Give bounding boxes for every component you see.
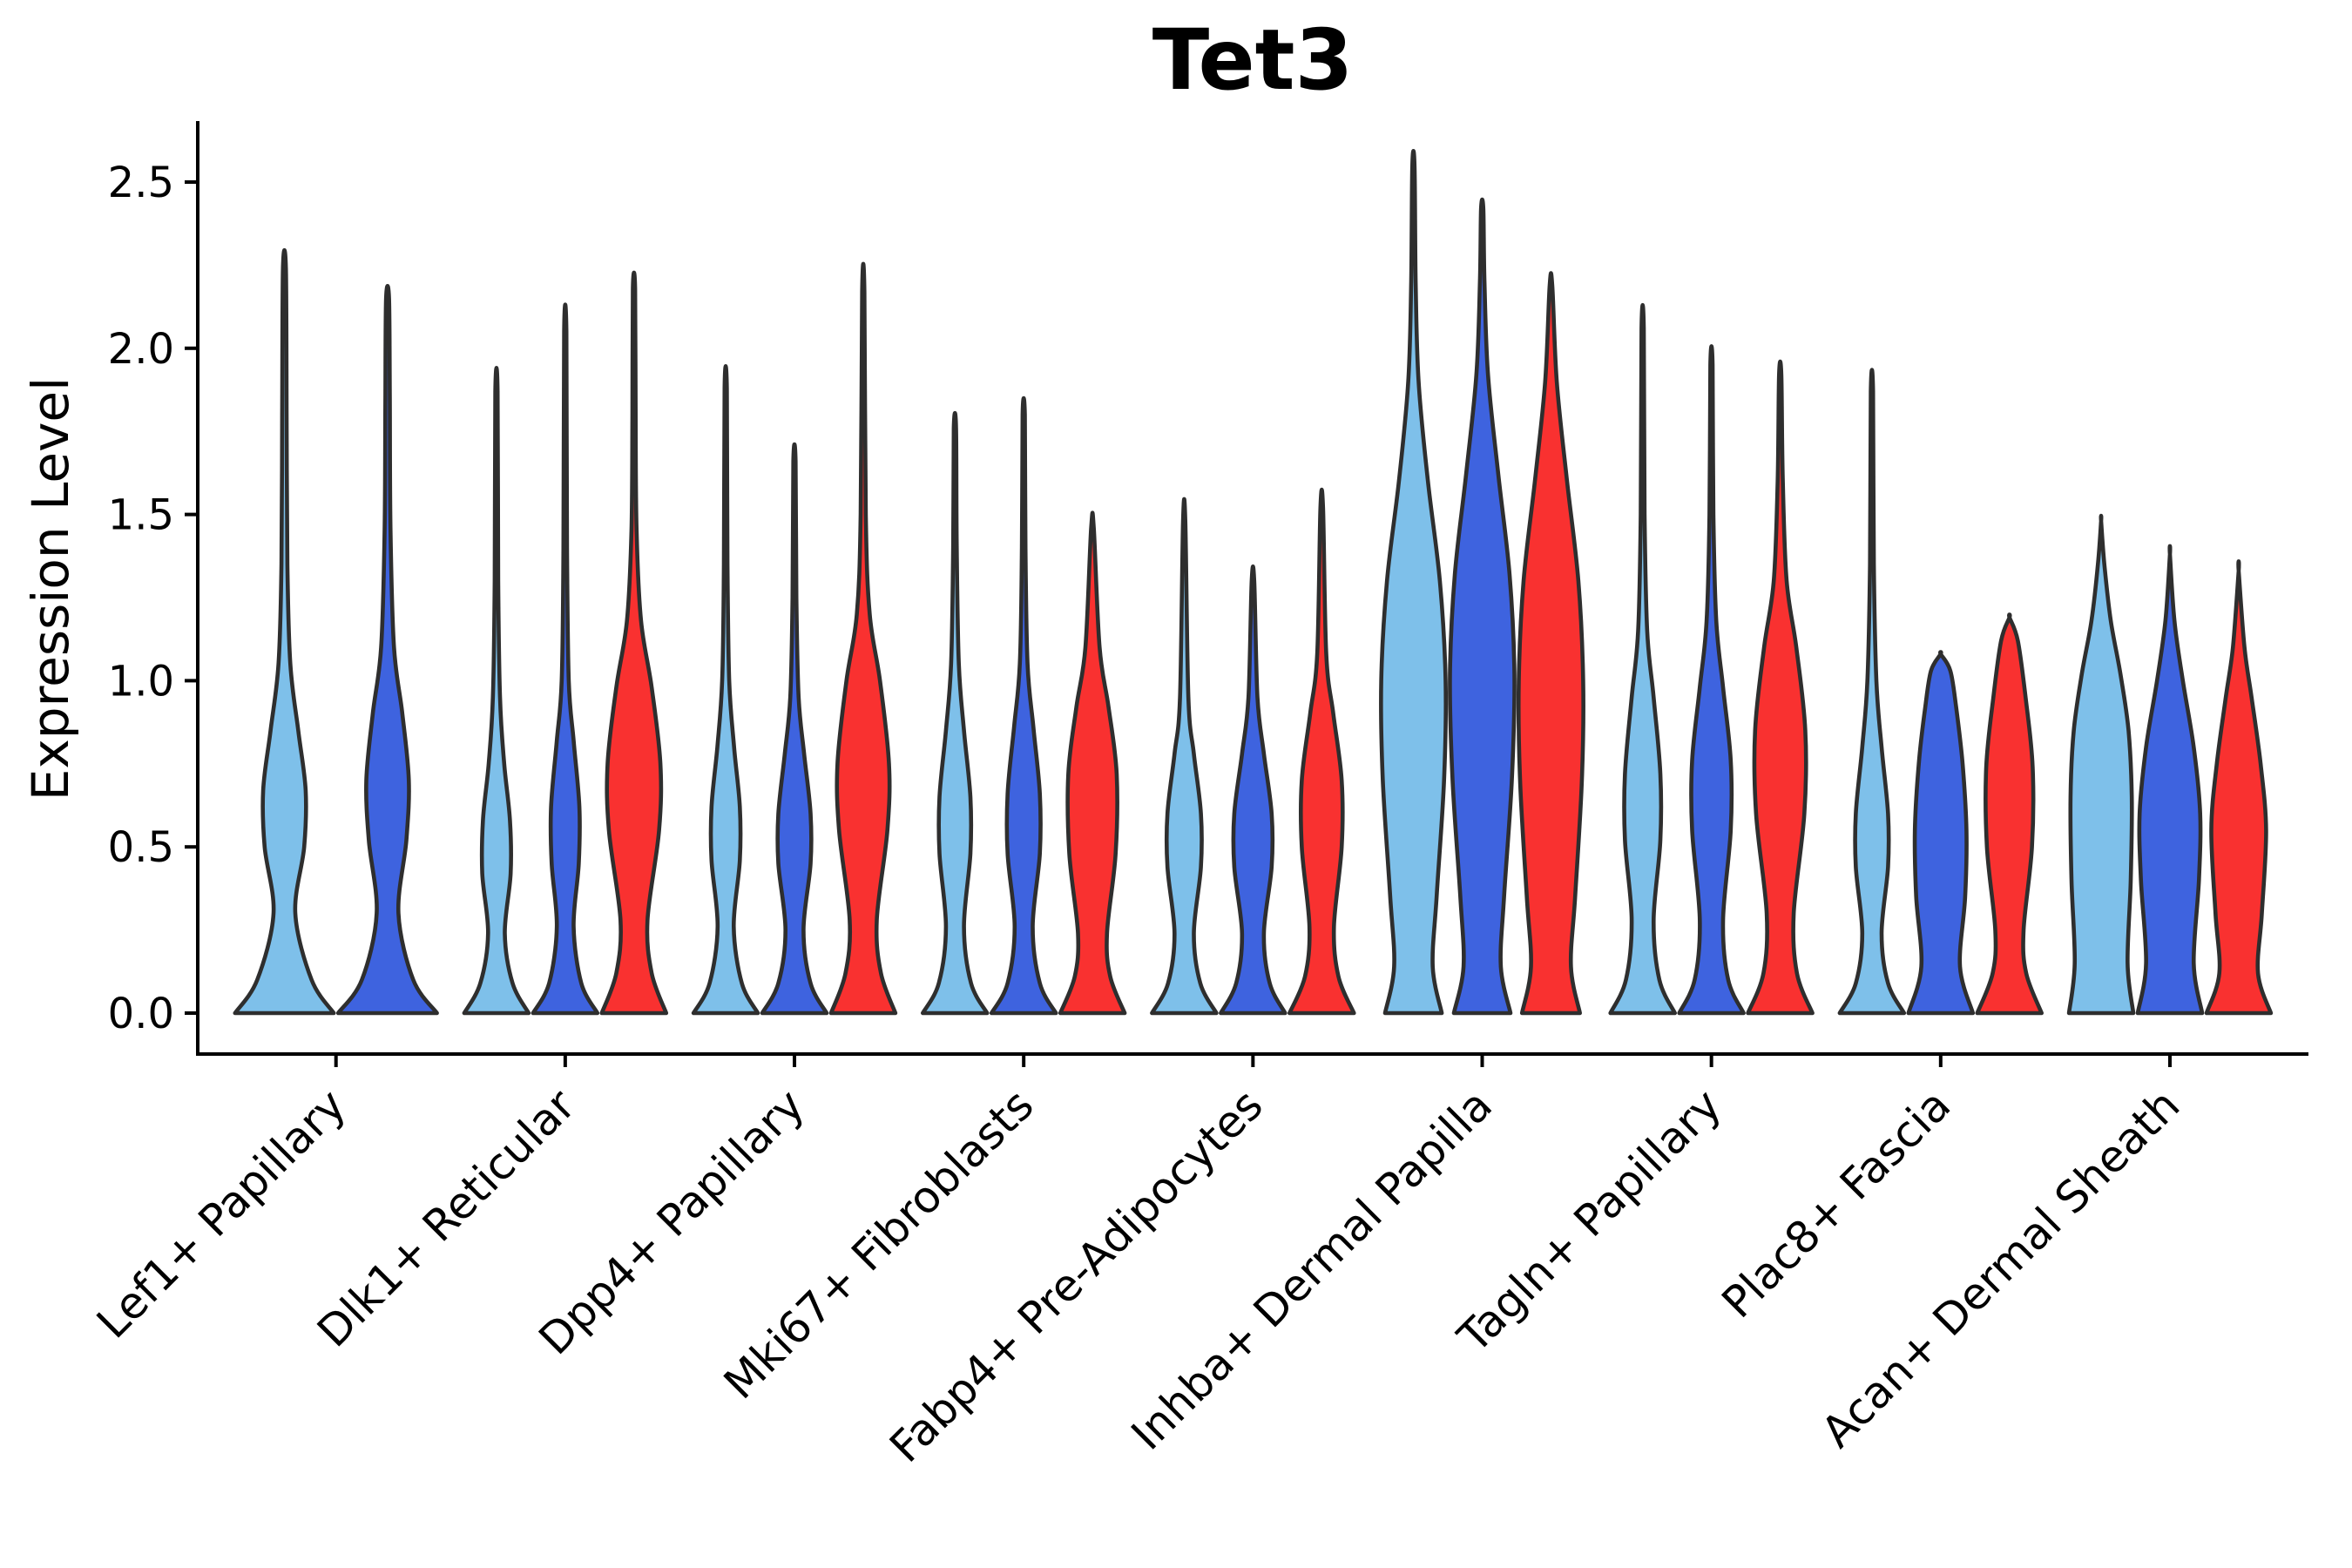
violin-fabp4-pre-adipocytes-red: [1288, 487, 1356, 1016]
violin-fabp4-pre-adipocytes-dark_blue: [1219, 564, 1288, 1016]
y-axis-label: Expression Level: [21, 377, 80, 801]
y-tick-label: 0.5: [108, 823, 174, 872]
violin-inhba-dermal-papilla-red: [1516, 271, 1585, 1016]
x-tick-label: Lef1+ Papillary: [87, 1079, 355, 1348]
violin-acan-dermal-sheath-dark_blue: [2135, 544, 2205, 1016]
violin-lef1-papillary-light_blue: [233, 247, 336, 1016]
violin-dpp4-papillary-dark_blue: [760, 442, 829, 1016]
y-tick-label: 2.5: [108, 159, 174, 207]
x-tick-label: Fabp4+ Pre-Adipocytes: [880, 1079, 1273, 1472]
violin-acan-dermal-sheath-red: [2204, 559, 2274, 1016]
violin-dpp4-papillary-red: [828, 261, 898, 1016]
violin-inhba-dermal-papilla-dark_blue: [1448, 197, 1517, 1016]
violin-tagln-papillary-light_blue: [1608, 303, 1677, 1016]
y-tick-label: 1.5: [108, 491, 174, 540]
violin-plac8-fascia-red: [1975, 612, 2044, 1016]
violin-dlk1-reticular-light_blue: [462, 366, 531, 1016]
violin-inhba-dermal-papilla-light_blue: [1379, 148, 1449, 1016]
violin-dpp4-papillary-light_blue: [691, 364, 760, 1016]
violin-tagln-papillary-dark_blue: [1677, 344, 1746, 1016]
violin-mki67-fibroblasts-red: [1058, 510, 1127, 1016]
violin-fabp4-pre-adipocytes-light_blue: [1150, 497, 1219, 1016]
violins-layer: [233, 148, 2274, 1016]
violin-plac8-fascia-dark_blue: [1906, 650, 1976, 1016]
violin-mki67-fibroblasts-dark_blue: [989, 395, 1058, 1016]
y-tick-label: 0.0: [108, 990, 174, 1038]
violin-plac8-fascia-light_blue: [1837, 368, 1907, 1016]
violin-acan-dermal-sheath-light_blue: [2066, 513, 2136, 1016]
violin-lef1-papillary-dark_blue: [335, 283, 439, 1016]
violin-dlk1-reticular-red: [599, 270, 669, 1016]
plot-title: Tet3: [1152, 11, 1354, 109]
violin-mki67-fibroblasts-light_blue: [921, 410, 990, 1016]
violin-tagln-papillary-red: [1746, 359, 1815, 1016]
x-tick-label: Plac8+ Fascia: [1713, 1079, 1961, 1328]
y-tick-label: 1.0: [108, 657, 174, 706]
violin-dlk1-reticular-dark_blue: [531, 302, 600, 1016]
y-tick-label: 2.0: [108, 325, 174, 374]
